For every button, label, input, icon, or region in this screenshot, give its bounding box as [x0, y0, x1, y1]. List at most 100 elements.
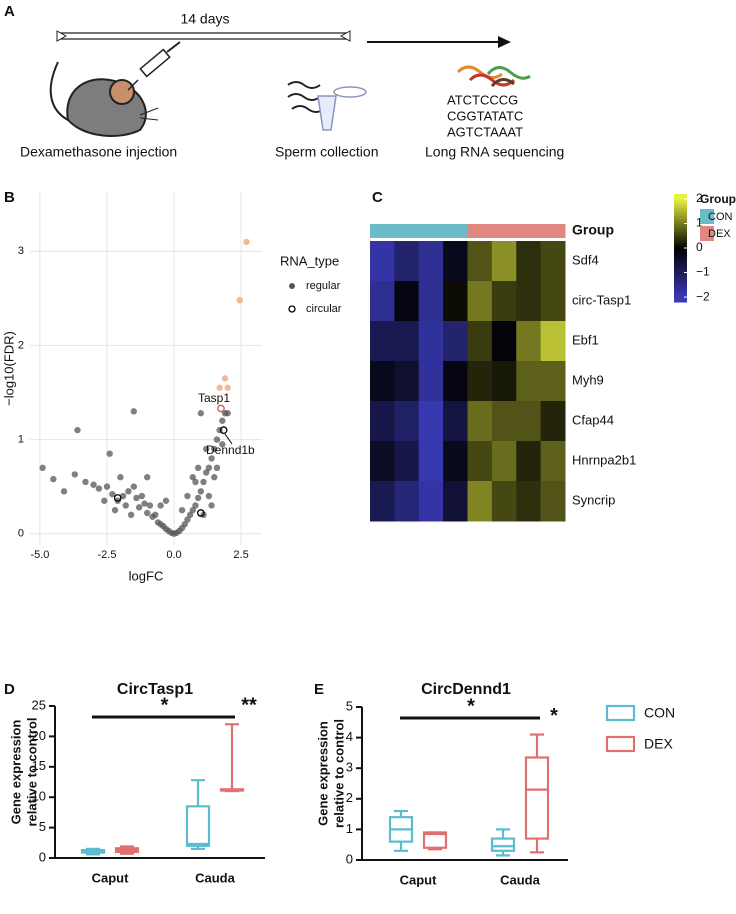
y-tick-label: 5: [346, 698, 353, 713]
point: [224, 384, 231, 391]
heat-cell: [394, 241, 420, 282]
x-tick-label: 0.0: [166, 549, 181, 561]
colorbar-step: [674, 248, 687, 252]
point: [203, 445, 210, 453]
heat-cell: [491, 321, 517, 362]
heat-cell: [516, 281, 542, 322]
heat-cell: [370, 481, 395, 522]
point: [135, 504, 143, 511]
legend-label: circular: [306, 303, 342, 315]
colorbar-step: [674, 196, 687, 200]
x-tick-label: Cauda: [195, 870, 236, 885]
point: [236, 297, 243, 304]
panel-label: C: [372, 189, 383, 206]
point: [111, 506, 119, 514]
y-tick-label: 15: [32, 758, 46, 773]
heat-cell: [394, 401, 420, 442]
sequence: CGGTATATC: [447, 108, 523, 123]
heat-cell: [491, 241, 517, 282]
whisker: [139, 107, 159, 116]
point: [243, 238, 250, 246]
colorbar-step: [674, 288, 687, 292]
point: [162, 497, 170, 504]
heat-cell: [370, 401, 395, 442]
point: [106, 450, 113, 457]
heat-cell: [540, 361, 566, 402]
y-tick-label: 1: [18, 433, 24, 445]
colorbar-step: [674, 223, 687, 227]
point: [197, 488, 205, 495]
point: [117, 474, 124, 481]
colorbar-label: 1: [696, 216, 703, 230]
x-tick-label: Cauda: [500, 872, 541, 887]
point: [194, 464, 202, 472]
group-annotation: [443, 224, 468, 238]
colorbar-step: [674, 299, 687, 303]
panel-label: B: [4, 189, 15, 206]
legend-label: CON: [644, 705, 675, 721]
rna: [490, 78, 515, 88]
point: [217, 404, 225, 413]
point: [216, 384, 223, 391]
point: [95, 485, 103, 492]
heat-cell: [418, 441, 444, 482]
rna: [456, 65, 503, 79]
point: [194, 494, 202, 502]
rna: [486, 66, 531, 80]
annotation: Tasp1: [198, 391, 230, 405]
colorbar-step: [674, 237, 687, 241]
heat-cell: [418, 361, 444, 402]
heat-cell: [394, 481, 420, 522]
row-label: Myh9: [572, 372, 604, 387]
colorbar-step: [674, 242, 687, 246]
colorbar-step: [674, 291, 687, 295]
legend-marker: [288, 305, 296, 313]
colorbar-step: [674, 277, 687, 281]
colorbar-step: [674, 256, 687, 260]
box: [524, 756, 550, 840]
colorbar-step: [674, 280, 687, 284]
point: [197, 410, 205, 417]
colorbar-step: [674, 229, 687, 233]
significance: *: [550, 705, 558, 727]
heat-cell: [540, 241, 566, 282]
y-tick-label: 3: [18, 245, 24, 257]
colorbar-step: [674, 234, 687, 238]
tube-cap: [333, 86, 367, 98]
whisker: [139, 117, 159, 121]
point: [211, 445, 218, 453]
mouse-ear: [109, 79, 135, 105]
x-axis-label: logFC: [129, 568, 164, 583]
point: [39, 464, 46, 472]
heat-cell: [394, 281, 420, 322]
panel-label: A: [4, 3, 15, 20]
point: [186, 511, 194, 519]
y-tick-label: 2: [18, 339, 24, 351]
heat-cell: [370, 441, 395, 482]
x-tick-label: Caput: [92, 870, 130, 885]
heat-cell: [516, 321, 542, 362]
colorbar-step: [674, 199, 687, 203]
point: [208, 502, 215, 509]
point: [141, 500, 148, 507]
point: [109, 490, 116, 498]
colorbar-step: [674, 285, 687, 289]
colorbar-step: [674, 218, 687, 222]
legend-swatch: [605, 704, 636, 722]
point: [133, 494, 140, 502]
heat-cell: [370, 281, 395, 322]
point: [157, 502, 164, 509]
point: [71, 471, 78, 478]
heat-cell: [370, 321, 395, 362]
colorbar-step: [674, 215, 687, 219]
panel-label: D: [4, 681, 15, 698]
panel-label: E: [314, 681, 324, 698]
legend-title: Group: [700, 192, 736, 206]
row-label: Cfap44: [572, 412, 614, 427]
heat-cell: [467, 401, 493, 442]
legend-swatch: [700, 226, 714, 241]
step-label: Sperm collection: [275, 144, 379, 160]
y-tick-label: 10: [32, 789, 46, 804]
heat-cell: [370, 241, 395, 282]
legend-label: CON: [708, 211, 733, 223]
